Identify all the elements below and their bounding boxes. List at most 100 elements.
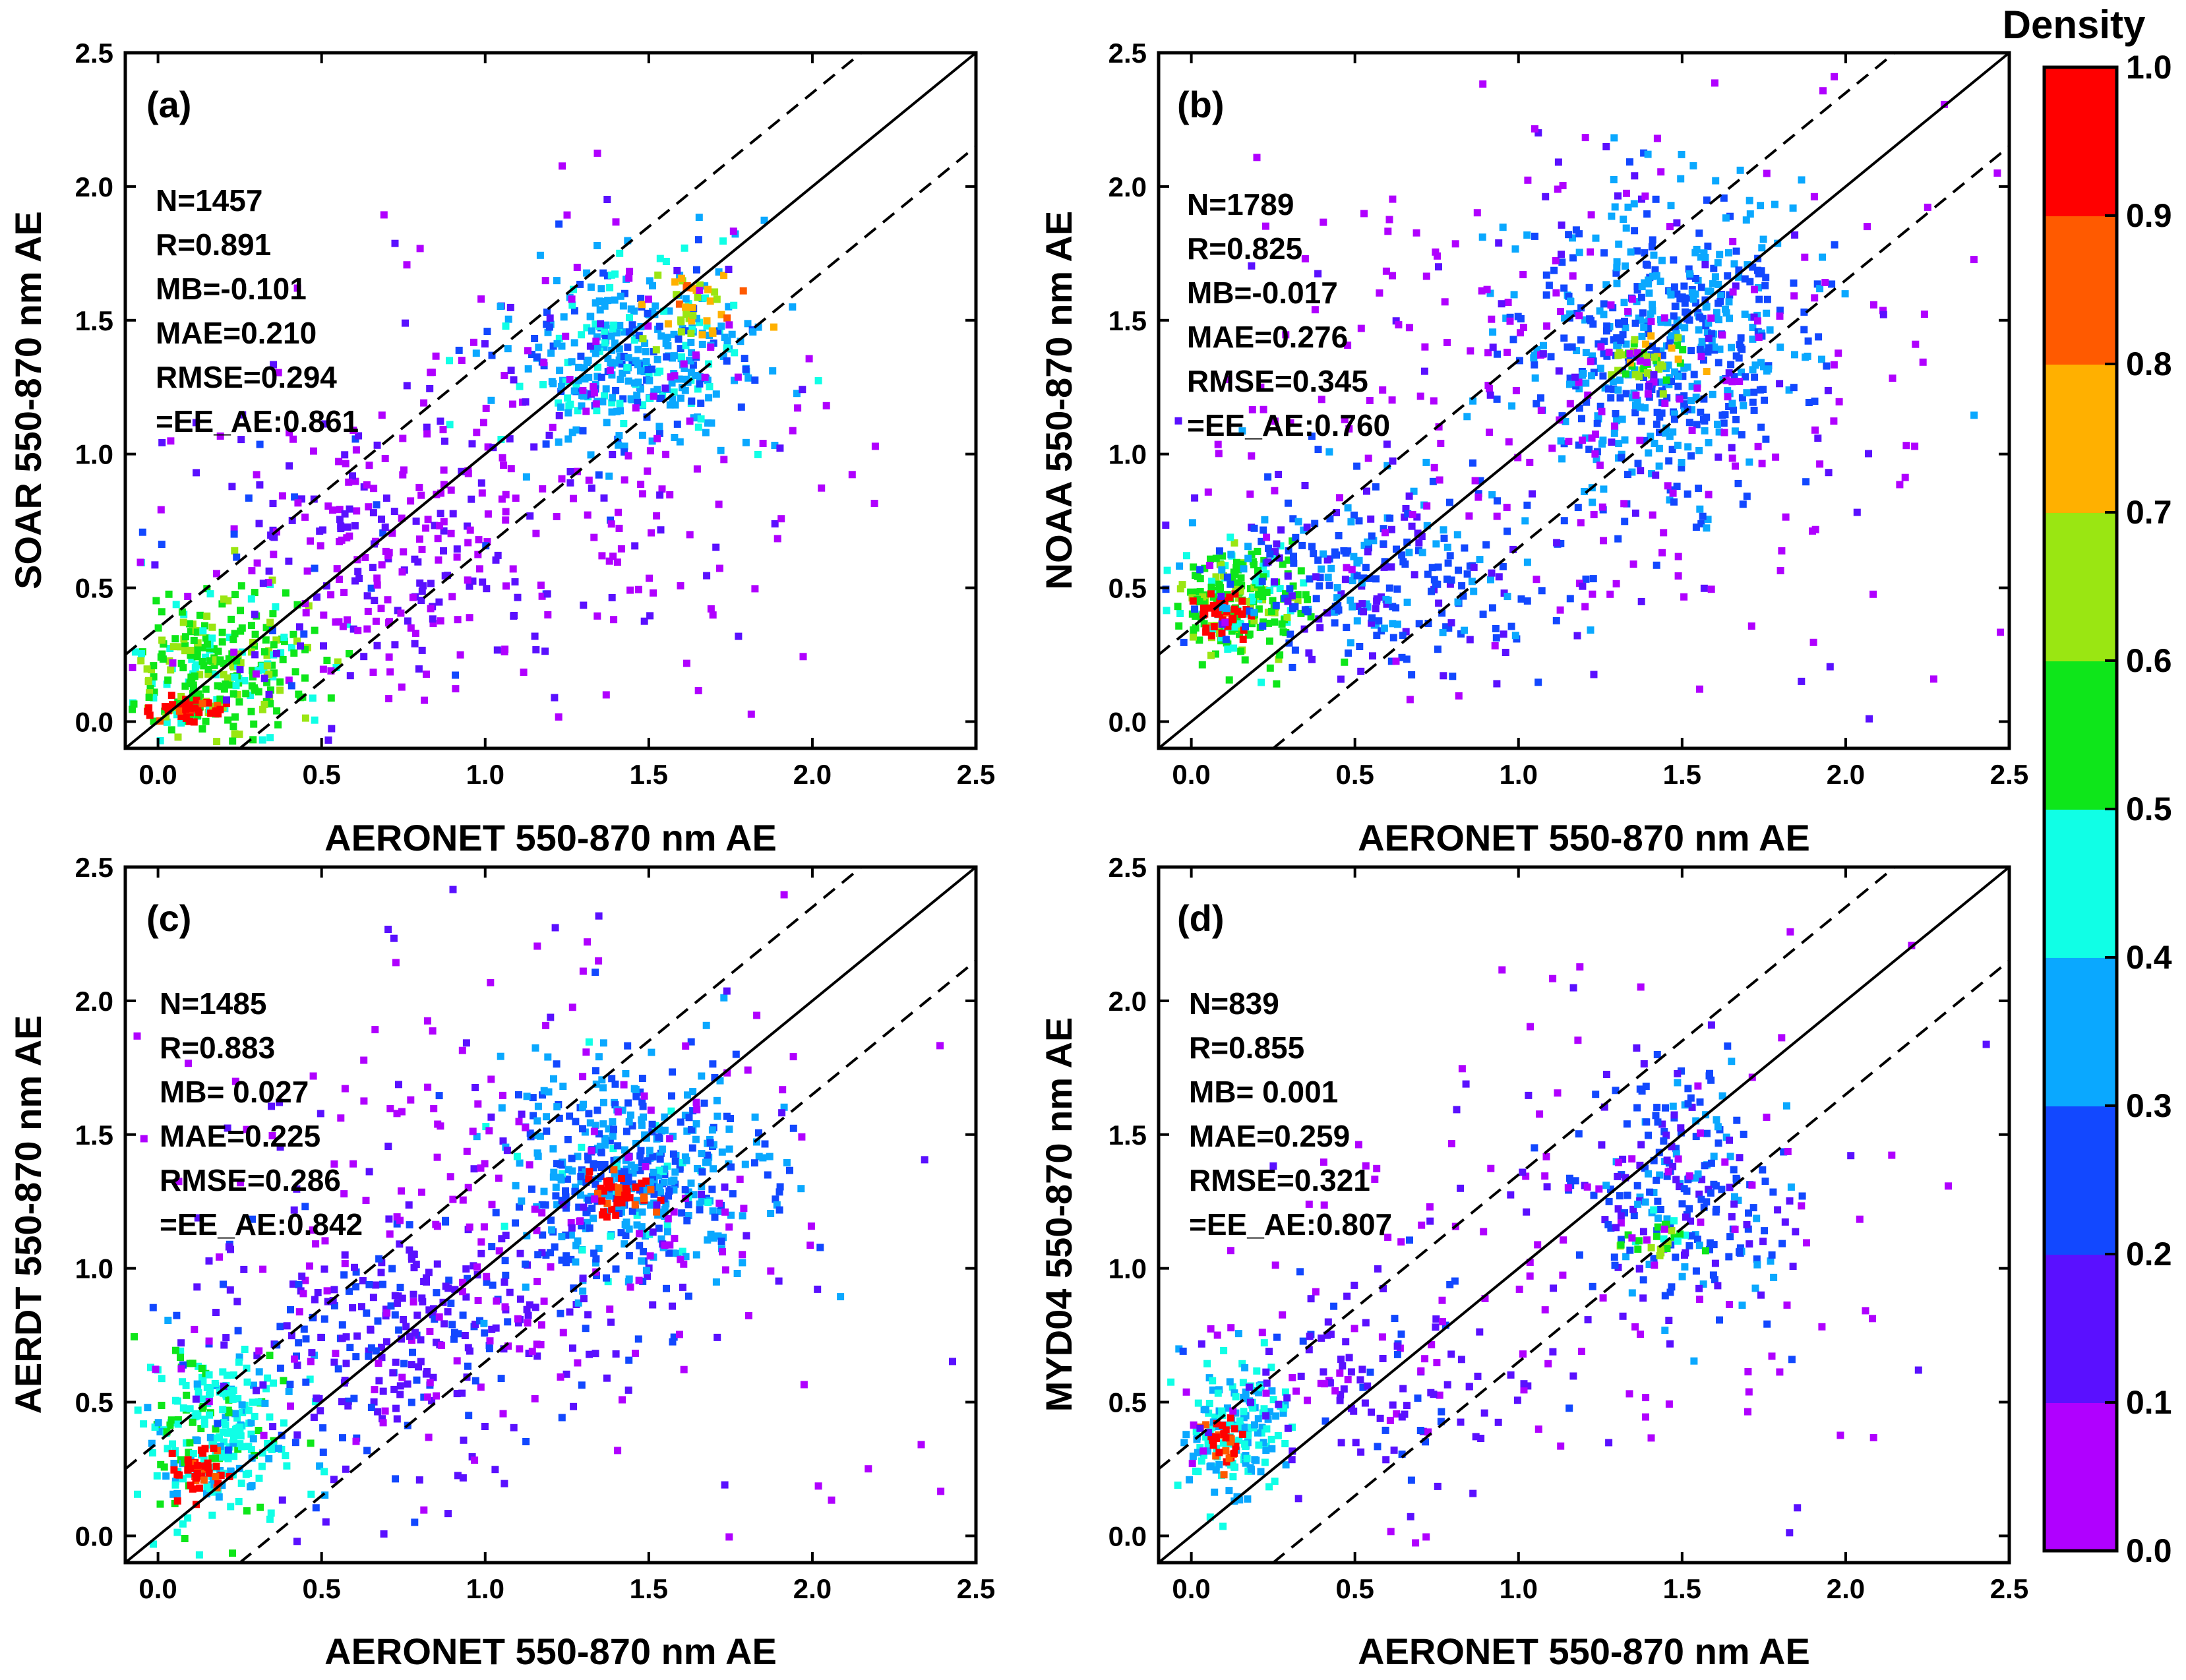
data-point bbox=[1280, 1404, 1288, 1412]
colorbar-tick-label: 0.9 bbox=[2126, 197, 2172, 234]
data-point bbox=[150, 662, 158, 670]
data-point bbox=[1560, 517, 1568, 525]
data-point bbox=[694, 385, 702, 393]
data-point bbox=[1405, 492, 1413, 500]
data-point bbox=[692, 1251, 700, 1259]
data-point bbox=[1353, 617, 1361, 625]
data-point bbox=[1206, 1513, 1214, 1521]
data-point bbox=[1302, 591, 1310, 599]
data-point bbox=[1731, 1193, 1738, 1201]
data-point bbox=[603, 1374, 611, 1382]
data-point bbox=[1426, 1203, 1434, 1211]
data-point bbox=[603, 1207, 611, 1215]
data-point bbox=[1696, 345, 1704, 353]
data-point bbox=[1649, 511, 1656, 519]
data-point bbox=[286, 429, 293, 436]
y-tick-label: 1.5 bbox=[1108, 305, 1147, 336]
data-point bbox=[369, 1294, 377, 1302]
data-point bbox=[1691, 1174, 1699, 1182]
data-point bbox=[534, 1153, 542, 1160]
data-point bbox=[515, 1091, 522, 1098]
data-point bbox=[265, 567, 273, 575]
data-point bbox=[289, 630, 297, 638]
data-point bbox=[578, 1381, 586, 1389]
data-point bbox=[720, 456, 728, 464]
data-point bbox=[379, 1280, 386, 1288]
data-point bbox=[516, 1295, 524, 1303]
data-point bbox=[1288, 592, 1296, 600]
data-point bbox=[1350, 553, 1358, 560]
data-point bbox=[1698, 1176, 1706, 1184]
data-point bbox=[462, 1039, 470, 1047]
data-point bbox=[153, 1472, 161, 1480]
data-point bbox=[1538, 587, 1546, 595]
data-point bbox=[190, 718, 198, 726]
data-point bbox=[213, 1434, 221, 1442]
data-point bbox=[1618, 454, 1625, 462]
data-point bbox=[1650, 371, 1658, 378]
data-point bbox=[1368, 614, 1376, 622]
data-point bbox=[1660, 1137, 1668, 1145]
data-point bbox=[669, 1338, 677, 1346]
data-point bbox=[1622, 390, 1630, 398]
data-point bbox=[692, 351, 700, 359]
data-point bbox=[1628, 1155, 1636, 1163]
data-point bbox=[1749, 263, 1757, 271]
data-point bbox=[417, 491, 425, 499]
data-point bbox=[236, 1440, 244, 1448]
data-point bbox=[510, 376, 518, 384]
data-point bbox=[354, 626, 362, 634]
data-point bbox=[169, 1440, 176, 1448]
data-point bbox=[1688, 382, 1696, 390]
data-point bbox=[1523, 597, 1531, 605]
data-point bbox=[608, 371, 616, 379]
data-point bbox=[775, 1188, 783, 1196]
data-point bbox=[601, 1161, 609, 1168]
data-point bbox=[288, 644, 295, 651]
data-point bbox=[367, 1344, 375, 1352]
data-point bbox=[1579, 371, 1587, 379]
data-point bbox=[247, 1483, 254, 1491]
data-point bbox=[597, 320, 605, 328]
data-point bbox=[661, 1113, 669, 1121]
data-point bbox=[611, 339, 619, 347]
data-point bbox=[243, 1364, 251, 1372]
data-point bbox=[1687, 1094, 1695, 1102]
stat-mae: MAE=0.210 bbox=[156, 316, 317, 350]
data-point bbox=[618, 1175, 625, 1182]
data-point bbox=[251, 630, 259, 638]
data-point bbox=[607, 516, 615, 524]
data-point bbox=[301, 645, 309, 653]
data-point bbox=[624, 1099, 632, 1107]
data-point bbox=[1728, 1213, 1736, 1220]
data-point bbox=[338, 1398, 346, 1406]
data-point bbox=[216, 1443, 224, 1451]
data-point bbox=[453, 553, 461, 561]
data-point bbox=[1620, 299, 1628, 307]
data-point bbox=[145, 694, 153, 702]
data-point bbox=[198, 700, 206, 707]
data-point bbox=[739, 287, 747, 295]
data-point bbox=[1534, 1241, 1542, 1249]
data-point bbox=[1729, 288, 1737, 296]
data-point bbox=[1614, 342, 1622, 349]
data-point bbox=[394, 1292, 402, 1300]
data-point bbox=[628, 1207, 636, 1215]
data-point bbox=[638, 1159, 646, 1167]
data-point bbox=[353, 507, 361, 515]
data-point bbox=[1603, 322, 1611, 330]
data-point bbox=[280, 1377, 288, 1385]
data-point bbox=[1335, 532, 1343, 539]
data-point bbox=[434, 535, 442, 543]
data-point bbox=[1749, 324, 1757, 332]
data-point bbox=[728, 330, 736, 338]
ee-upper-line bbox=[124, 866, 863, 1470]
data-point bbox=[1537, 407, 1545, 414]
data-point bbox=[1761, 282, 1769, 289]
data-point bbox=[620, 420, 628, 427]
data-point bbox=[1736, 378, 1744, 385]
data-point bbox=[236, 666, 244, 674]
data-point bbox=[1242, 597, 1250, 605]
data-point bbox=[676, 1331, 683, 1338]
data-point bbox=[1461, 544, 1469, 552]
